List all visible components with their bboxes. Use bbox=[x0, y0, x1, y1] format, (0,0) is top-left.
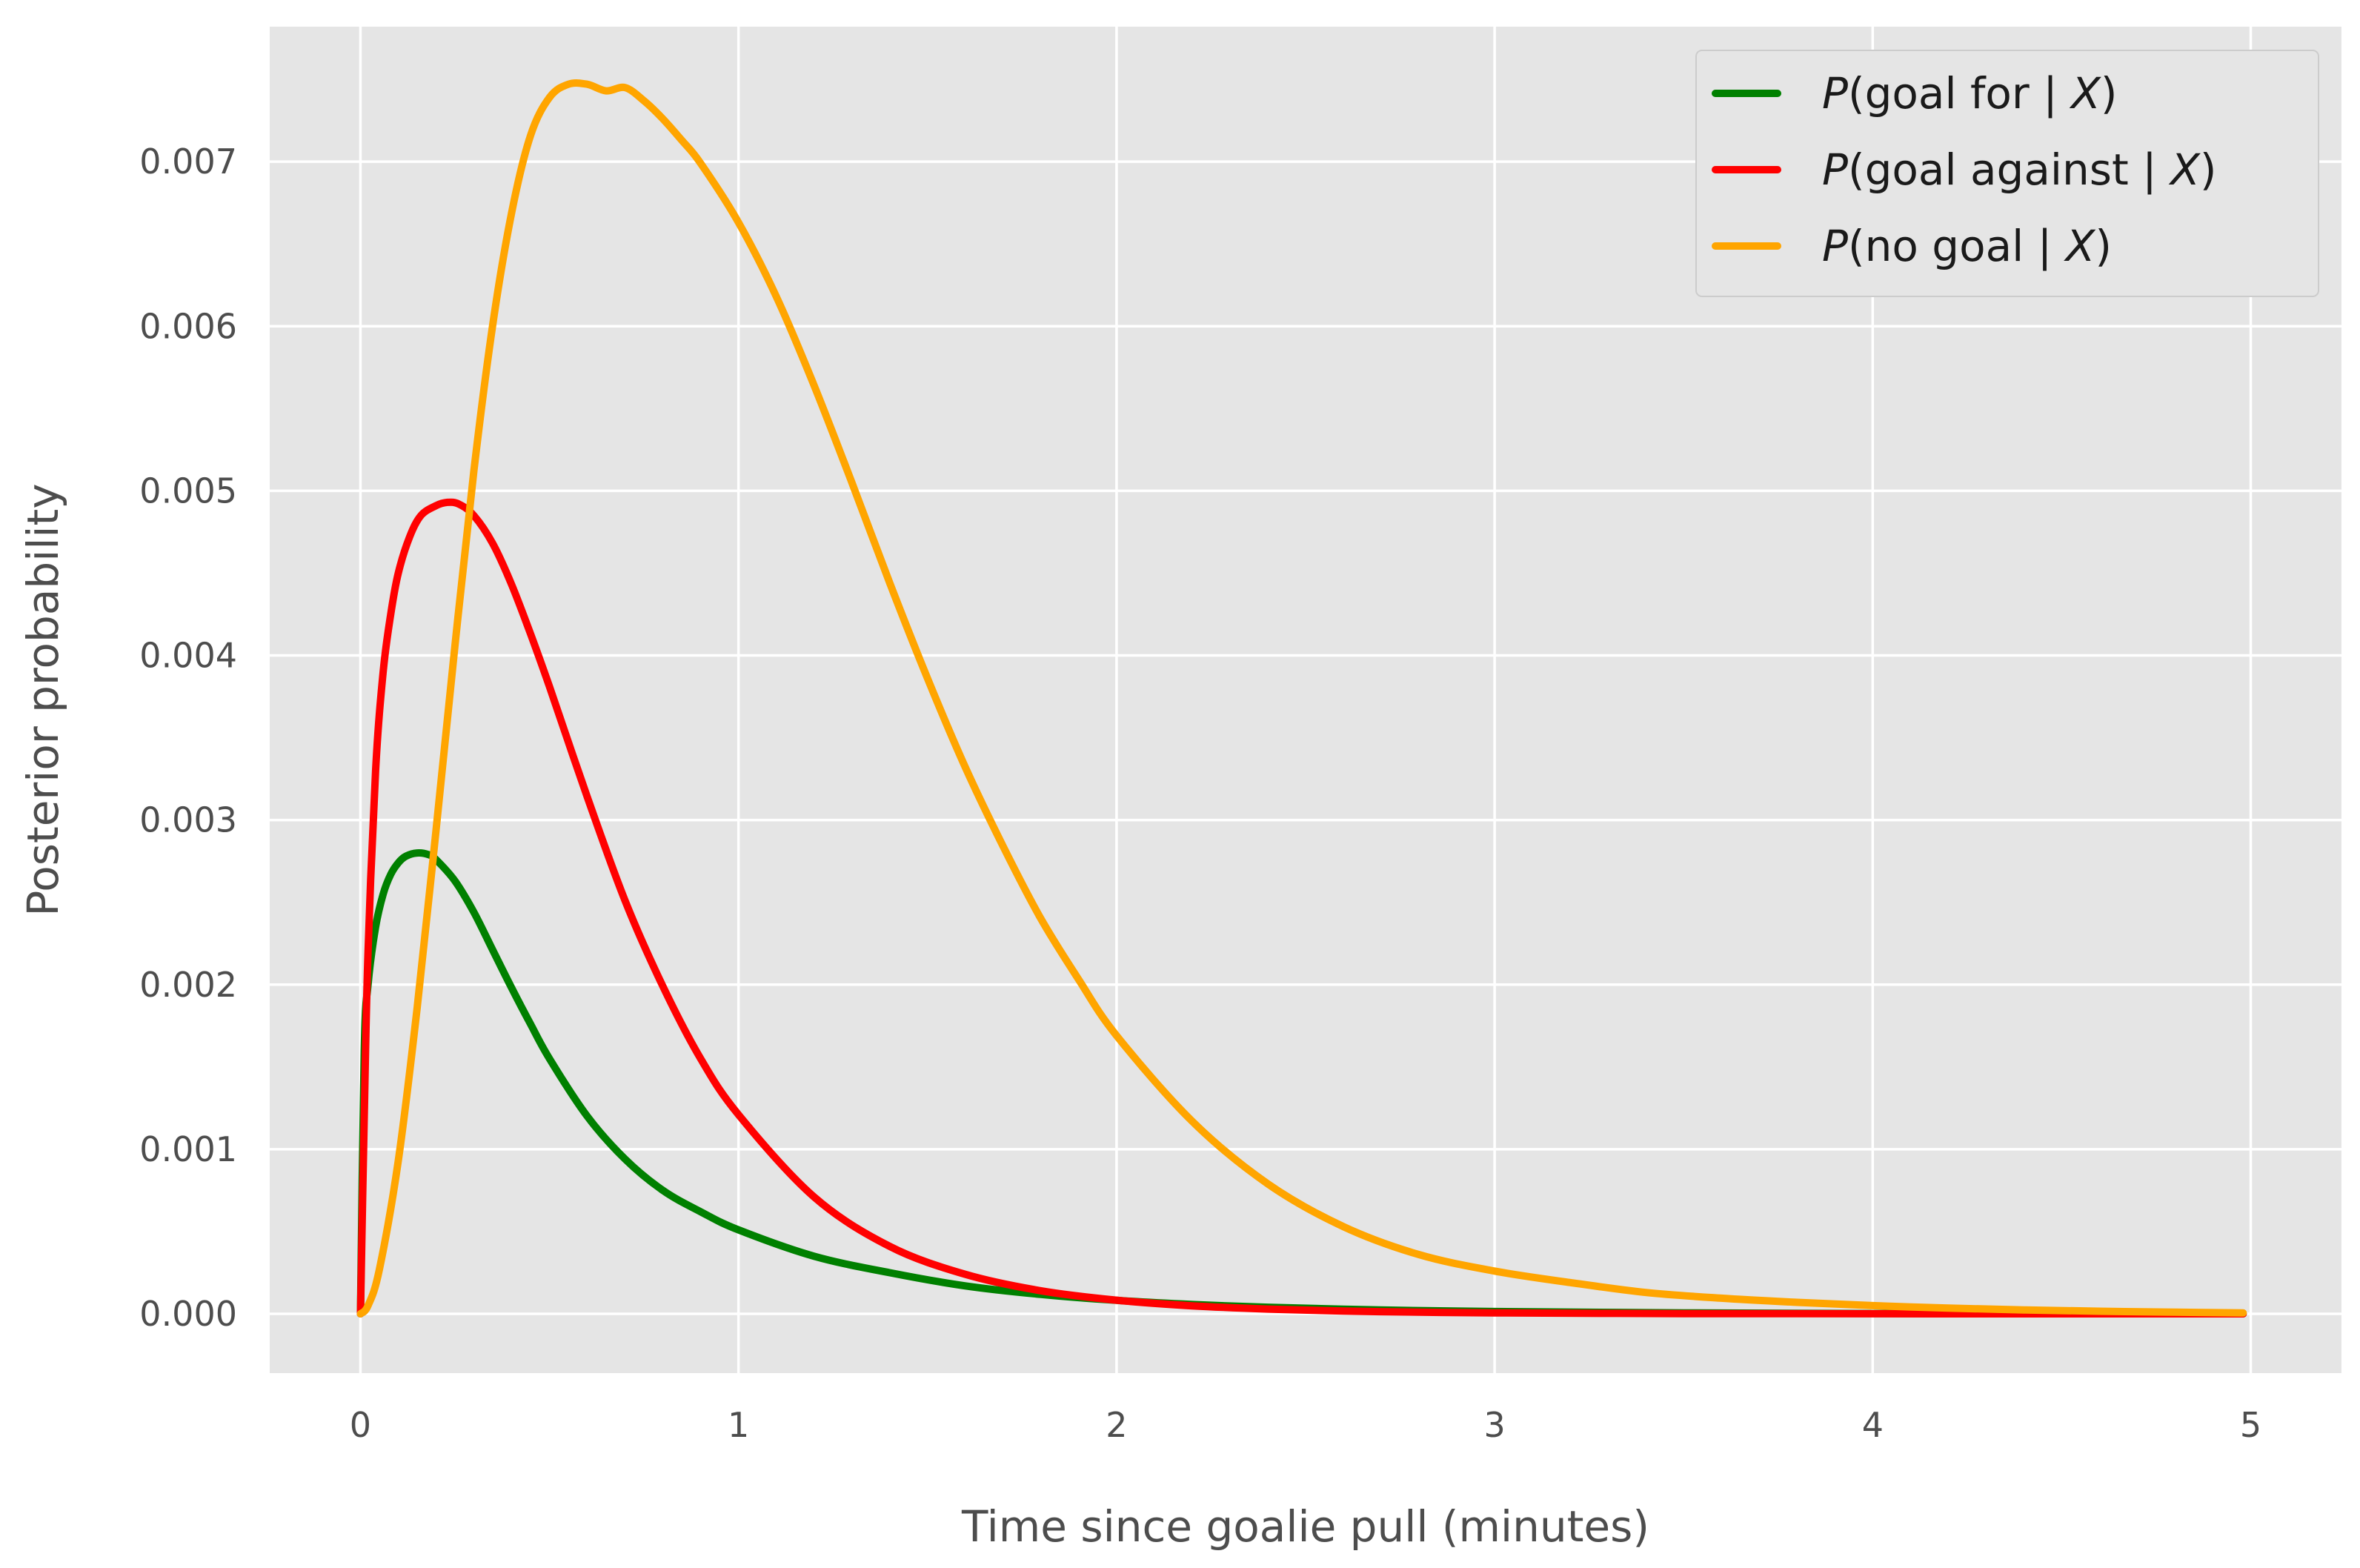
x-tick-label: 4 bbox=[1862, 1405, 1884, 1445]
legend-label-condition: X bbox=[2168, 144, 2201, 195]
y-tick-label: 0.000 bbox=[139, 1294, 237, 1334]
legend-label-text: (goal for | bbox=[1848, 68, 2071, 119]
y-tick-label: 0.005 bbox=[139, 471, 237, 511]
legend-label-close: ) bbox=[2095, 221, 2112, 271]
legend-label-close: ) bbox=[2101, 68, 2118, 119]
legend-label: P(goal against | X) bbox=[1822, 144, 2217, 195]
series-line-2 bbox=[356, 79, 2247, 1318]
x-axis-ticks: 0 1 2 3 4 5 bbox=[350, 1405, 2261, 1445]
y-tick-label: 0.002 bbox=[139, 965, 237, 1005]
legend: P(goal for | X)P(goal against | X)P(no g… bbox=[1695, 50, 2319, 297]
y-tick-label: 0.006 bbox=[139, 306, 237, 346]
x-tick-label: 3 bbox=[1483, 1405, 1505, 1445]
x-tick-label: 1 bbox=[728, 1405, 749, 1445]
legend-label: P(no goal | X) bbox=[1822, 221, 2112, 271]
legend-label-variable: P bbox=[1822, 68, 1848, 119]
y-tick-label: 0.001 bbox=[139, 1129, 237, 1169]
series-lines bbox=[356, 79, 2247, 1318]
x-tick-label: 0 bbox=[350, 1405, 371, 1445]
legend-label-variable: P bbox=[1822, 221, 1848, 271]
y-tick-label: 0.007 bbox=[139, 142, 237, 182]
legend-label-text: (goal against | bbox=[1848, 144, 2170, 195]
y-tick-label: 0.003 bbox=[139, 800, 237, 840]
x-tick-label: 5 bbox=[2240, 1405, 2261, 1445]
y-axis-label: Posterior probability bbox=[18, 483, 68, 916]
y-axis-ticks: 0.000 0.001 0.002 0.003 0.004 0.005 0.006 0.007 bbox=[139, 142, 237, 1334]
x-axis-label: Time since goalie pull (minutes) bbox=[961, 1501, 1649, 1552]
y-tick-label: 0.004 bbox=[139, 636, 237, 676]
legend-label-condition: X bbox=[2064, 221, 2096, 271]
legend-box bbox=[1695, 50, 2319, 297]
legend-label: P(goal for | X) bbox=[1822, 68, 2118, 119]
series-line-1 bbox=[356, 498, 2247, 1318]
legend-label-text: (no goal | bbox=[1848, 221, 2066, 271]
legend-label-condition: X bbox=[2069, 68, 2101, 119]
legend-label-variable: P bbox=[1822, 144, 1848, 195]
x-tick-label: 2 bbox=[1106, 1405, 1127, 1445]
legend-label-close: ) bbox=[2200, 144, 2217, 195]
